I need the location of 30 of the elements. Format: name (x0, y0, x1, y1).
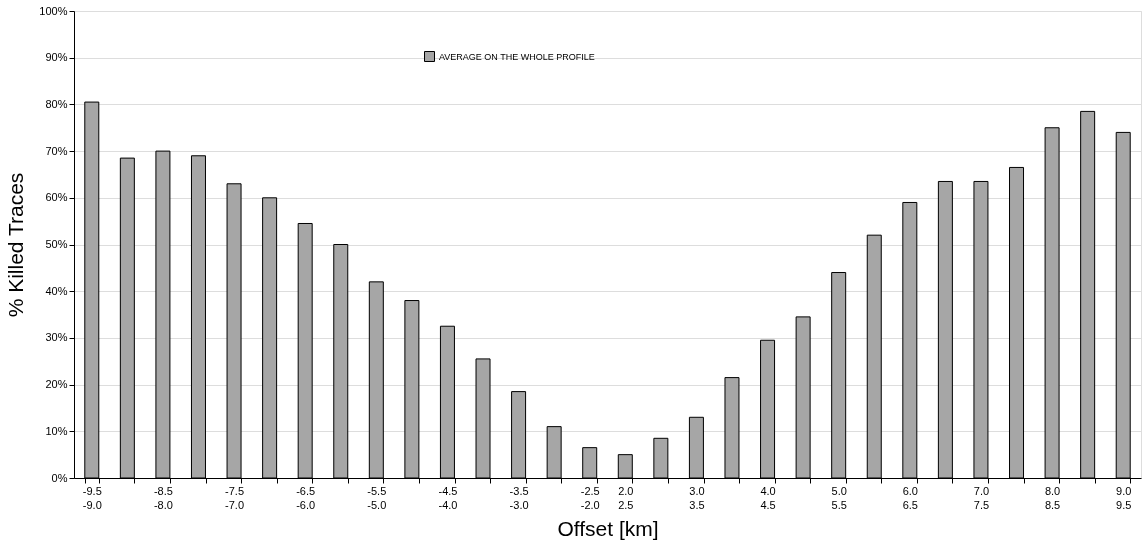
y-tick-label: 100% (39, 4, 68, 17)
y-axis-title: % Killed Traces (4, 172, 28, 318)
x-tick-label: 6.0 6.5 (902, 484, 918, 511)
y-tick-label: 80% (45, 97, 68, 110)
x-tick-label: 4.0 4.5 (760, 484, 776, 511)
x-tick-label: 3.0 3.5 (689, 484, 705, 511)
x-tick-label: -3.5 -3.0 (509, 484, 529, 511)
x-tick-label: -8.5 -8.0 (153, 484, 173, 511)
x-tick-label: -6.5 -6.0 (296, 484, 316, 511)
x-tick-label: -5.5 -5.0 (367, 484, 387, 511)
y-tick-label: 10% (45, 424, 68, 437)
legend-label: AVERAGE ON THE WHOLE PROFILE (439, 51, 595, 62)
x-tick-label: -7.5 -7.0 (225, 484, 245, 511)
y-tick-label: 0% (51, 471, 68, 484)
y-tick-label: 20% (45, 378, 68, 391)
y-tick-label: 30% (45, 331, 68, 344)
x-tick-label: -9.5 -9.0 (82, 484, 102, 511)
y-tick-label: 70% (45, 144, 68, 157)
x-tick-label: 5.0 5.5 (831, 484, 847, 511)
y-tick-label: 40% (45, 284, 68, 297)
x-axis-title: Offset [km] (557, 516, 659, 540)
x-tick-label: -2.5 -2.0 (580, 484, 600, 511)
y-tick-label: 50% (45, 238, 68, 250)
x-tick-label: 8.0 8.5 (1044, 484, 1061, 511)
y-tick-label: 60% (45, 191, 68, 204)
y-tick-label: 90% (45, 51, 68, 64)
x-tick-label: 9.0 9.5 (1116, 484, 1132, 511)
x-tick-label: 7.0 7.5 (973, 484, 990, 511)
x-tick-label: 2.0 2.5 (618, 484, 634, 511)
x-tick-label: -4.5 -4.0 (438, 484, 458, 511)
